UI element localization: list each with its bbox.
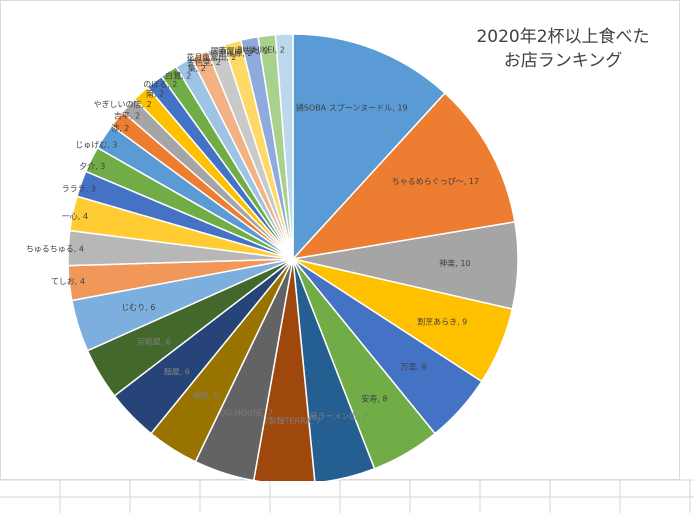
slice-label: 一世風靡, 2 <box>210 48 252 58</box>
slice-label: 三福屋ラーメン店, 7 <box>294 411 368 421</box>
slice-label: 花月嵐富山, 2 <box>186 52 236 62</box>
slice-label: じゅげむ, 3 <box>75 141 117 150</box>
slice-label: のぼる, 2 <box>143 80 177 89</box>
slice-label: 南, 2 <box>146 89 164 99</box>
slice-label: ラララ, 3 <box>62 184 96 193</box>
slice-label: 集, 2 <box>188 63 206 73</box>
slice-label: 安寿, 8 <box>361 394 387 404</box>
slice-label: 万里, 8 <box>400 363 426 372</box>
slice-label: 一心, 4 <box>62 212 88 221</box>
slice-label: てしお, 4 <box>51 277 85 286</box>
slice-label: 割烹あらき, 9 <box>417 317 467 327</box>
slice-label: ちゃるめらぐっぴ〜, 17 <box>392 177 479 186</box>
slice-label: 神楽, 10 <box>439 258 470 268</box>
pie-slice[interactable] <box>274 33 294 260</box>
chart-title-line-2: お店ランキング <box>503 51 623 71</box>
slice-label: 吉平, 2 <box>114 112 140 121</box>
slice-label: じむり, 6 <box>121 303 155 312</box>
slice-label: 渉, 2 <box>111 123 129 133</box>
pie-slice[interactable] <box>292 258 376 481</box>
slice-label: 自家製麺TERRA, 7 <box>253 415 321 425</box>
pie-slice[interactable] <box>292 33 447 261</box>
chart-title: 2020年2杯以上食べた お店ランキング <box>463 25 663 73</box>
slice-label: DOG HOUSE, 7 <box>213 409 273 418</box>
slice-label: 京助屋, 6 <box>137 336 171 346</box>
chart-area[interactable]: 鶏SOBA スプーンヌードル, 19 ちゃるめらぐっぴ〜, 17 神楽, 10 割烹あ… <box>0 0 680 481</box>
slice-label: 白鷺, 2 <box>165 71 191 81</box>
slice-label: やぎしいの店, 2 <box>94 99 152 109</box>
slice-label: 鶏SOBA スプーンヌードル, 19 <box>296 103 408 113</box>
slice-label: 福座, 6 <box>193 390 219 400</box>
slice-label: 麺屋, 6 <box>164 366 190 376</box>
slice-label: 居酒屋はち丸, 2 <box>210 46 268 56</box>
slice-label: 夕介, 3 <box>79 161 105 171</box>
pie-chart: 鶏SOBA スプーンヌードル, 19 ちゃるめらぐっぴ〜, 17 神楽, 10 割烹あ… <box>26 33 519 481</box>
chart-title-line-1: 2020年2杯以上食べた <box>476 27 650 47</box>
slice-label: 金色堂, 2 <box>187 57 221 67</box>
slice-label: ちゅるちゅる, 4 <box>26 244 84 253</box>
pie-slice[interactable] <box>290 92 516 261</box>
slice-label: BUSHIKEI, 2 <box>237 45 285 54</box>
